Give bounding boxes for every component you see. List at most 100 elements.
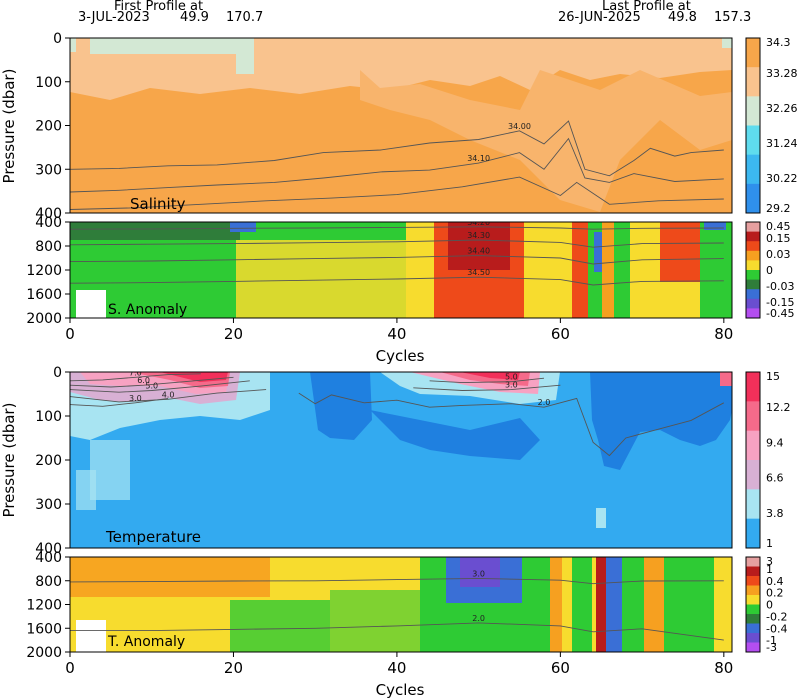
temperature-anomaly-panel-title: T. Anomaly xyxy=(107,634,185,650)
colorbar-swatch xyxy=(746,298,760,309)
colorbar-label: 3.8 xyxy=(766,507,784,520)
x-tick-label: 20 xyxy=(224,659,243,677)
x-tick-label: 0 xyxy=(65,659,75,677)
temperature-panel-title: Temperature xyxy=(105,528,201,546)
colorbar-swatch xyxy=(746,614,760,624)
salinity-colorbar: 34.3 33.28 32.26 31.24 30.22 29.2 xyxy=(745,36,798,215)
colorbar-label: -3 xyxy=(766,641,777,654)
colorbar-swatch xyxy=(746,183,760,214)
last-profile-date: 26-JUN-2025 xyxy=(558,10,641,25)
contour-label: 3.0 xyxy=(472,569,485,578)
colorbar-label: -0.15 xyxy=(766,296,794,309)
contour-line xyxy=(413,384,561,391)
colorbar-label: 30.22 xyxy=(766,172,798,185)
salinity-anomaly-x-axis: 0 20 40 60 80 xyxy=(65,318,733,343)
colorbar-label: 0.45 xyxy=(766,220,791,233)
colorbar-swatch xyxy=(746,489,760,520)
first-profile-date: 3-JUL-2023 xyxy=(78,10,150,25)
colorbar-label: 1 xyxy=(766,563,773,576)
y-tick-label: 1600 xyxy=(26,621,62,637)
salinity-anomaly-x-label: Cycles xyxy=(376,347,425,365)
contour-line xyxy=(70,276,724,286)
x-tick-label: 20 xyxy=(224,325,243,343)
colorbar-swatch xyxy=(746,38,760,68)
y-tick-label: 1600 xyxy=(26,287,62,303)
colorbar-label: 0.4 xyxy=(766,575,784,588)
colorbar-label: 0 xyxy=(766,264,773,277)
contour-line xyxy=(298,392,725,457)
contour-line xyxy=(70,376,234,388)
y-tick-label: 300 xyxy=(35,162,62,178)
colorbar-swatch xyxy=(746,372,760,402)
colorbar-label: -1 xyxy=(766,634,777,647)
colorbar-swatch xyxy=(746,231,760,242)
colorbar-frame xyxy=(745,221,761,319)
colorbar-frame xyxy=(745,556,761,653)
contour-label: 34.50 xyxy=(467,268,490,277)
y-tick-label: 100 xyxy=(35,75,62,91)
salinity-y-label: Pressure (dbar) xyxy=(0,69,18,184)
contour-line xyxy=(429,377,545,384)
colorbar-swatch xyxy=(746,96,760,126)
y-tick-label: 400 xyxy=(35,550,62,566)
contour-label: 6.0 xyxy=(137,376,150,385)
x-tick-label: 0 xyxy=(65,325,75,343)
y-tick-label: 400 xyxy=(35,206,62,222)
temperature-anomaly-x-label: Cycles xyxy=(376,681,425,699)
colorbar-swatch xyxy=(746,557,760,567)
contour-label: 34.30 xyxy=(467,231,490,240)
last-profile-lat: 49.8 xyxy=(668,10,697,25)
contour-line xyxy=(70,120,724,177)
y-tick-label: 0 xyxy=(53,31,62,47)
colorbar-swatch xyxy=(746,623,760,634)
salinity-anomaly-panel-title: S. Anomaly xyxy=(108,302,187,318)
x-tick-label: 40 xyxy=(387,659,406,677)
x-tick-label: 80 xyxy=(714,325,733,343)
y-tick-label: 2000 xyxy=(26,311,62,327)
colorbar-swatch xyxy=(746,279,760,290)
y-tick-label: 1200 xyxy=(26,263,62,279)
y-tick-label: 2000 xyxy=(26,645,62,661)
contour-label: 34.10 xyxy=(467,154,490,163)
colorbar-swatch xyxy=(746,430,760,461)
salinity-field: 34.00 34.10 xyxy=(70,38,732,213)
temperature-anomaly-colorbar: 310.40.20-0.2-0.4-1-3 xyxy=(745,555,787,654)
colorbar-label: 6.6 xyxy=(766,472,784,485)
colorbar-label: 0.2 xyxy=(766,587,784,600)
x-tick-label: 40 xyxy=(387,325,406,343)
first-profile-lon: 170.7 xyxy=(226,10,264,25)
colorbar-swatch xyxy=(746,250,760,261)
x-tick-label: 60 xyxy=(551,325,570,343)
salinity-anomaly-y-axis: 400 800 1200 1600 2000 xyxy=(26,215,70,327)
contour-label: 5.0 xyxy=(145,381,158,390)
colorbar-swatch xyxy=(746,585,760,596)
colorbar-label: 0 xyxy=(766,599,773,612)
y-tick-label: 1200 xyxy=(26,598,62,614)
colorbar-swatch xyxy=(746,289,760,300)
colorbar-swatch xyxy=(746,642,760,653)
salinity-panel: 34.00 34.10 0 100 200 300 400 Salinity Pressu… xyxy=(0,31,798,222)
first-profile-lat: 49.9 xyxy=(180,10,209,25)
last-profile-lon: 157.3 xyxy=(714,10,752,25)
temperature-anomaly-y-axis: 400 800 1200 1600 2000 xyxy=(26,550,70,661)
y-tick-label: 400 xyxy=(35,215,62,231)
colorbar-label: -0.4 xyxy=(766,622,787,635)
contour-label: 3.0 xyxy=(505,381,518,390)
y-tick-label: 0 xyxy=(53,365,62,381)
colorbar-swatch xyxy=(746,401,760,432)
contour-label: 2.0 xyxy=(472,614,485,623)
contour-line xyxy=(70,577,724,585)
contour-label: 5.0 xyxy=(505,373,518,382)
y-tick-label: 800 xyxy=(35,239,62,255)
last-profile-label: Last Profile at xyxy=(602,0,691,14)
colorbar-label: 33.28 xyxy=(766,67,798,80)
colorbar-frame xyxy=(745,37,761,214)
colorbar-swatch xyxy=(746,260,760,271)
temperature-y-axis: 0 100 200 300 400 xyxy=(35,365,70,557)
salinity-panel-title: Salinity xyxy=(130,195,186,213)
contour-line xyxy=(70,226,724,230)
colorbar-swatch xyxy=(746,125,760,156)
